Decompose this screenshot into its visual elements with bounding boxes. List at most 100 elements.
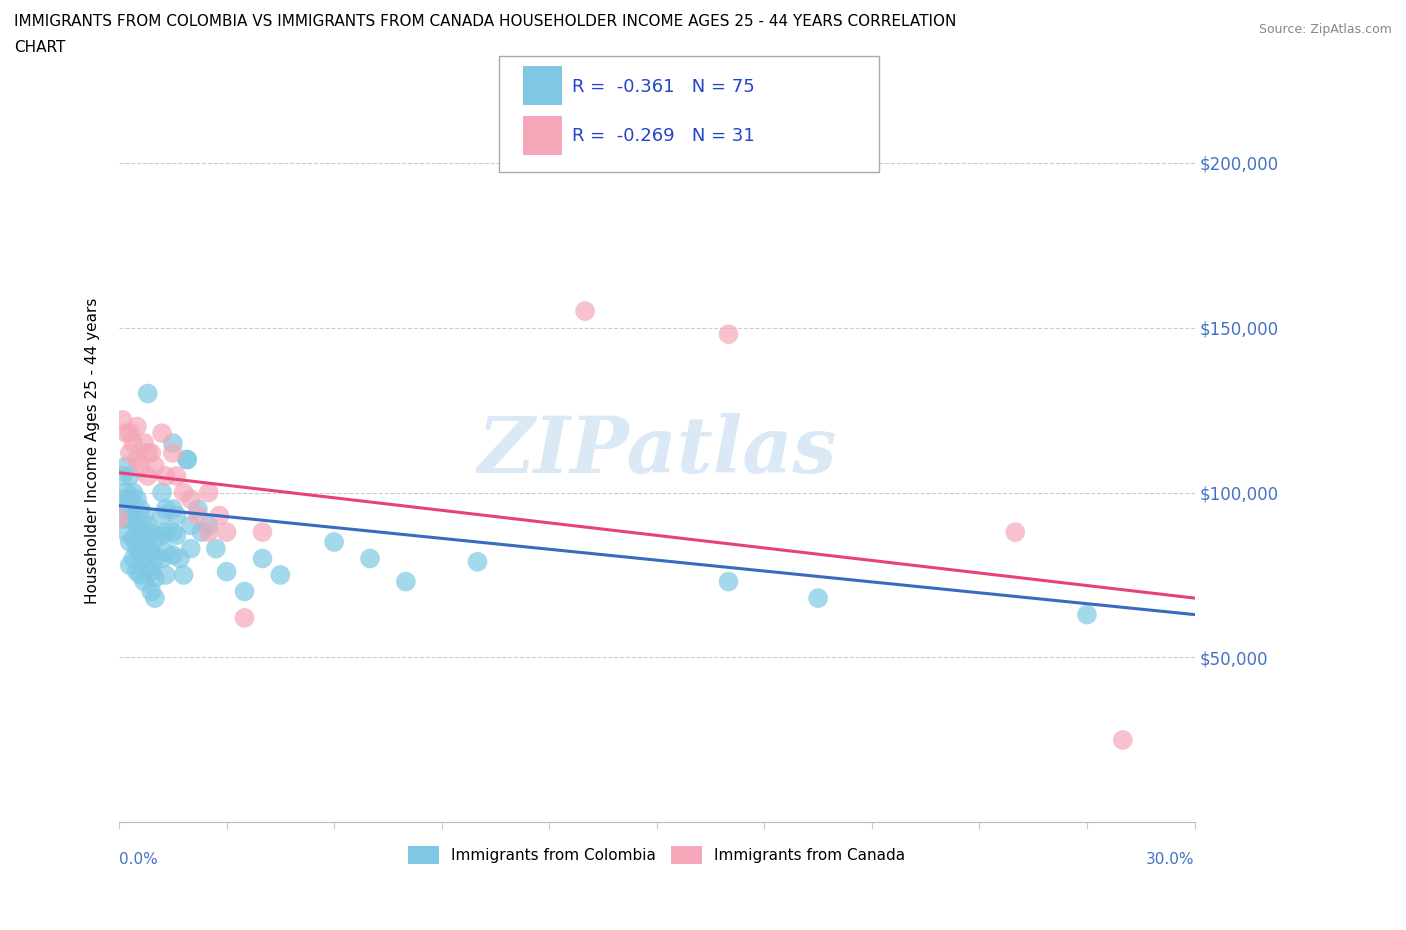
Point <box>187 508 209 523</box>
Point <box>323 535 346 550</box>
Point <box>233 584 256 599</box>
Point <box>122 551 145 566</box>
Point <box>111 492 134 507</box>
Point <box>233 610 256 625</box>
Point <box>143 551 166 566</box>
Point <box>169 551 191 566</box>
Point <box>150 485 173 500</box>
Text: 30.0%: 30.0% <box>1146 852 1195 867</box>
Point <box>115 458 138 473</box>
Point <box>173 567 195 582</box>
Point <box>162 501 184 516</box>
Point <box>115 485 138 500</box>
Point <box>118 535 141 550</box>
Point <box>1076 607 1098 622</box>
Point <box>155 469 177 484</box>
Point <box>165 469 187 484</box>
Point <box>180 541 202 556</box>
Point <box>359 551 381 566</box>
Point <box>118 558 141 573</box>
Point <box>143 591 166 605</box>
Point <box>125 518 148 533</box>
Point <box>197 518 219 533</box>
Point <box>125 565 148 579</box>
Point <box>134 435 156 450</box>
Point <box>143 571 166 586</box>
Point <box>134 531 156 546</box>
Point <box>136 518 159 533</box>
Point <box>141 445 163 460</box>
Point <box>125 541 148 556</box>
Point <box>118 445 141 460</box>
Point <box>129 458 152 473</box>
Point <box>176 452 198 467</box>
Point <box>467 554 489 569</box>
Point <box>122 508 145 523</box>
Point <box>143 458 166 473</box>
Text: ZIPatlas: ZIPatlas <box>477 413 837 489</box>
Point <box>574 303 596 318</box>
Point <box>136 541 159 556</box>
Point <box>129 525 152 539</box>
Point <box>108 512 131 526</box>
Point <box>252 551 274 566</box>
Point <box>129 544 152 559</box>
Point <box>141 584 163 599</box>
Text: Source: ZipAtlas.com: Source: ZipAtlas.com <box>1258 23 1392 36</box>
Point <box>111 469 134 484</box>
Point <box>155 567 177 582</box>
Point <box>269 567 291 582</box>
Point <box>136 561 159 576</box>
Point <box>155 544 177 559</box>
Point <box>118 492 141 507</box>
Point <box>111 512 134 526</box>
Point <box>165 508 187 523</box>
Point <box>141 565 163 579</box>
Point <box>1004 525 1026 539</box>
Point <box>150 528 173 543</box>
Point <box>118 426 141 441</box>
Point <box>155 525 177 539</box>
Point <box>717 326 740 341</box>
Point <box>136 386 159 401</box>
Point <box>125 419 148 434</box>
Point <box>115 426 138 441</box>
Point <box>118 512 141 526</box>
Point <box>125 492 148 507</box>
Point <box>190 525 212 539</box>
Point <box>162 445 184 460</box>
Point <box>395 574 418 589</box>
Point <box>129 501 152 516</box>
Point <box>208 508 231 523</box>
Point <box>143 531 166 546</box>
Point <box>150 426 173 441</box>
Point <box>150 551 173 566</box>
Point <box>197 525 219 539</box>
Point <box>717 574 740 589</box>
Point <box>807 591 830 605</box>
Point <box>162 435 184 450</box>
Point <box>134 551 156 566</box>
Point <box>122 485 145 500</box>
Point <box>155 501 177 516</box>
Point <box>187 501 209 516</box>
Point <box>115 501 138 516</box>
Point <box>141 525 163 539</box>
Point <box>215 525 238 539</box>
Point <box>215 565 238 579</box>
Text: IMMIGRANTS FROM COLOMBIA VS IMMIGRANTS FROM CANADA HOUSEHOLDER INCOME AGES 25 - : IMMIGRANTS FROM COLOMBIA VS IMMIGRANTS F… <box>14 14 956 29</box>
Point <box>125 452 148 467</box>
Point <box>252 525 274 539</box>
Point <box>115 525 138 539</box>
Text: R =  -0.269   N = 31: R = -0.269 N = 31 <box>572 127 755 145</box>
Legend: Immigrants from Colombia, Immigrants from Canada: Immigrants from Colombia, Immigrants fro… <box>402 840 911 870</box>
Text: CHART: CHART <box>14 40 66 55</box>
Point <box>141 544 163 559</box>
Point <box>129 567 152 582</box>
Point <box>180 492 202 507</box>
Text: 0.0%: 0.0% <box>120 852 157 867</box>
Point <box>165 528 187 543</box>
Point <box>173 485 195 500</box>
Point <box>111 413 134 428</box>
Point <box>136 469 159 484</box>
